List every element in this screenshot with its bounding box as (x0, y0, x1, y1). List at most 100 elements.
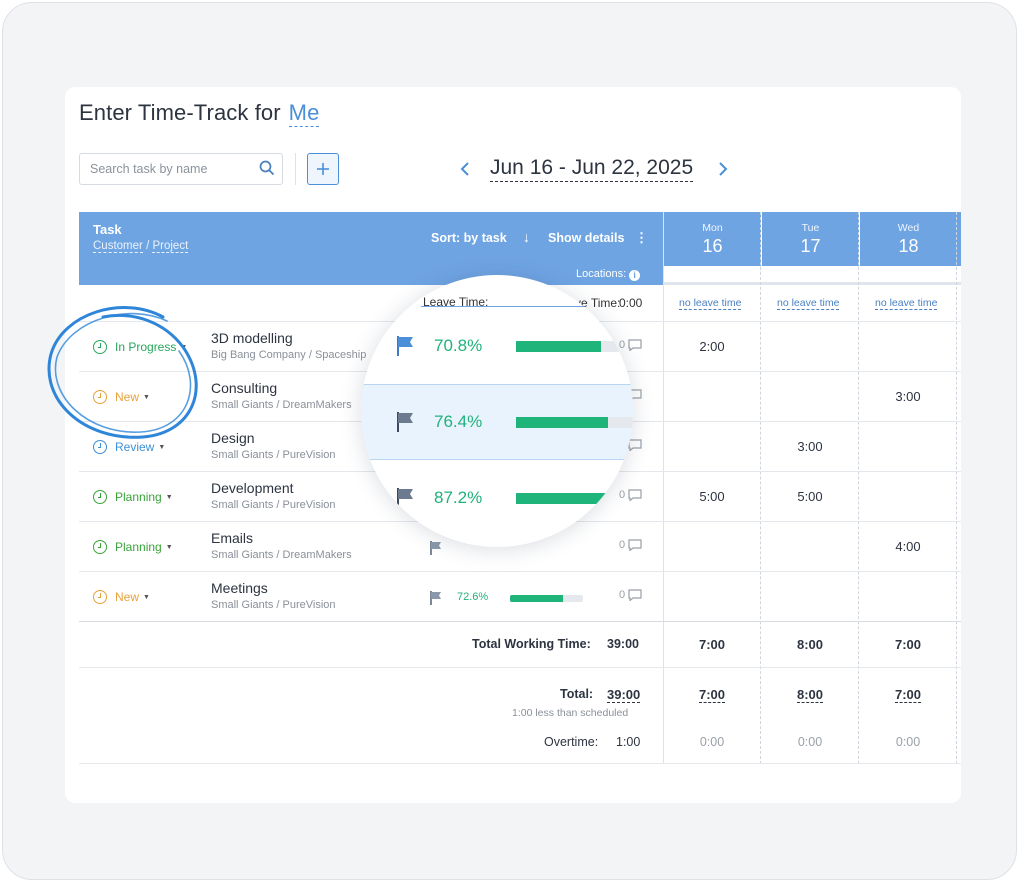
time-cell-tue[interactable]: 5:00 (797, 489, 823, 504)
customer-name: Small Giants (211, 549, 274, 561)
time-cell-mon[interactable]: 5:00 (699, 489, 725, 504)
status-dropdown[interactable]: In Progress ▼ (93, 340, 187, 354)
show-details-button[interactable]: Show details (548, 231, 625, 245)
total-label: Total: (560, 687, 594, 701)
customer-name: Small Giants (211, 499, 274, 511)
clock-icon (93, 440, 107, 454)
task-name[interactable]: Emails (211, 530, 254, 546)
chevron-down-icon: ▼ (180, 343, 188, 351)
customer-name: Small Giants (211, 399, 274, 411)
prev-week-button[interactable] (455, 157, 475, 181)
leave-time-link-mon[interactable]: no leave time (679, 297, 742, 310)
overtime-label: Overtime: (544, 735, 599, 749)
project-name: DreamMakers (282, 399, 352, 411)
progress-bar-fill (516, 417, 608, 428)
flag-icon[interactable] (429, 540, 443, 561)
magnified-row: 87.2% (361, 460, 633, 536)
project-name: PureVision (282, 449, 336, 461)
progress-bar-fill (516, 493, 621, 504)
time-cell-wed[interactable]: 4:00 (895, 539, 921, 554)
leave-time-value: 0:00 (619, 296, 643, 310)
day-name: Mon (702, 222, 723, 234)
flag-icon[interactable] (429, 590, 443, 611)
task-customer-project: Small Giants / DreamMakers (211, 399, 352, 411)
task-name[interactable]: Meetings (211, 580, 268, 596)
day-total-tue[interactable]: 8:00 (761, 687, 859, 703)
comment-count: 0 (619, 589, 626, 601)
day-total-value: 7:00 (698, 687, 726, 703)
sort-direction-icon[interactable]: ↓ (523, 229, 530, 245)
time-cell-tue[interactable]: 3:00 (797, 439, 823, 454)
search-box (79, 153, 283, 185)
chevron-down-icon: ▼ (143, 393, 150, 401)
progress-percent: 76.4% (434, 412, 483, 431)
day-total-value: 8:00 (796, 687, 824, 703)
search-icon[interactable] (259, 160, 275, 181)
clock-icon (93, 390, 107, 404)
status-dropdown[interactable]: Review ▼ (93, 440, 165, 454)
status-dropdown[interactable]: New ▼ (93, 590, 150, 604)
day-total-mon[interactable]: 7:00 (663, 687, 761, 703)
clock-icon (93, 340, 107, 354)
leave-time-label-zoomed: Leave Time: (423, 295, 489, 309)
day-header-band (663, 266, 961, 285)
overtime-tue: 0:00 (797, 735, 823, 749)
status-dropdown[interactable]: New ▼ (93, 390, 150, 404)
total-working-time-row: Total Working Time: 39:00 (79, 623, 961, 668)
flag-icon (395, 411, 415, 438)
total-working-time-label: Total Working Time: (472, 637, 591, 651)
grid-divider (858, 212, 859, 764)
day-total-wed[interactable]: 7:00 (859, 687, 957, 703)
task-name[interactable]: Consulting (211, 380, 278, 396)
progress-percent: 72.6% (457, 591, 489, 603)
task-row[interactable]: New ▼ Meetings Small Giants / PureVision … (79, 572, 961, 622)
customer-name: Big Bang Company (211, 349, 306, 361)
time-cell-mon[interactable]: 2:00 (699, 339, 725, 354)
comments-button[interactable]: 0 (619, 589, 642, 601)
task-row[interactable]: Planning ▼ Emails Small Giants / DreamMak… (79, 522, 961, 572)
customer-name: Small Giants (211, 599, 274, 611)
comment-count: 0 (619, 539, 626, 551)
status-dropdown[interactable]: Planning ▼ (93, 490, 173, 504)
locations-label: Locations: i (576, 268, 641, 281)
more-options-icon[interactable]: ⋮ (635, 230, 648, 245)
task-customer-project: Small Giants / PureVision (211, 499, 336, 511)
overtime-mon: 0:00 (699, 735, 725, 749)
comments-button[interactable]: 0 (619, 539, 642, 551)
grid-divider (663, 212, 664, 764)
chevron-left-icon (460, 162, 469, 176)
status-label: New (115, 390, 140, 404)
time-cell-wed[interactable]: 3:00 (895, 389, 921, 404)
task-name[interactable]: Development (211, 480, 294, 496)
next-week-button[interactable] (713, 157, 733, 181)
search-input[interactable] (90, 154, 260, 184)
progress-bar (516, 493, 633, 504)
date-range-picker[interactable]: Jun 16 - Jun 22, 2025 (490, 155, 694, 182)
project-name: Spaceship (314, 349, 367, 361)
comment-icon (628, 589, 642, 601)
customer-sort-link[interactable]: Customer (93, 240, 143, 253)
day-header-tue: Tue 17 (761, 212, 859, 266)
project-name: PureVision (282, 599, 336, 611)
project-sort-link[interactable]: Project (152, 240, 189, 253)
total-value[interactable]: 39:00 (607, 687, 641, 703)
status-dropdown[interactable]: Planning ▼ (93, 540, 173, 554)
day-working-total-tue: 8:00 (796, 637, 824, 652)
table-header: Task Customer / Project Sort: by task ↓ … (79, 212, 961, 285)
info-icon[interactable]: i (629, 270, 641, 281)
task-name[interactable]: Design (211, 430, 255, 446)
task-name[interactable]: 3D modelling (211, 330, 293, 346)
clock-icon (93, 540, 107, 554)
chevron-down-icon: ▼ (158, 443, 166, 451)
leave-time-link-wed[interactable]: no leave time (875, 297, 938, 310)
add-task-button[interactable] (307, 153, 339, 185)
chevron-down-icon: ▼ (165, 543, 173, 551)
project-name: PureVision (282, 499, 336, 511)
leave-time-link-tue[interactable]: no leave time (777, 297, 840, 310)
timetrack-card: Enter Time-Track for Me Jun 16 - Jun 22, … (65, 87, 961, 803)
sort-button[interactable]: Sort: by task (431, 231, 507, 245)
progress-bar (516, 341, 633, 352)
page-title: Enter Time-Track for Me (79, 100, 320, 127)
task-customer-project: Small Giants / PureVision (211, 599, 336, 611)
user-selector[interactable]: Me (288, 100, 320, 127)
